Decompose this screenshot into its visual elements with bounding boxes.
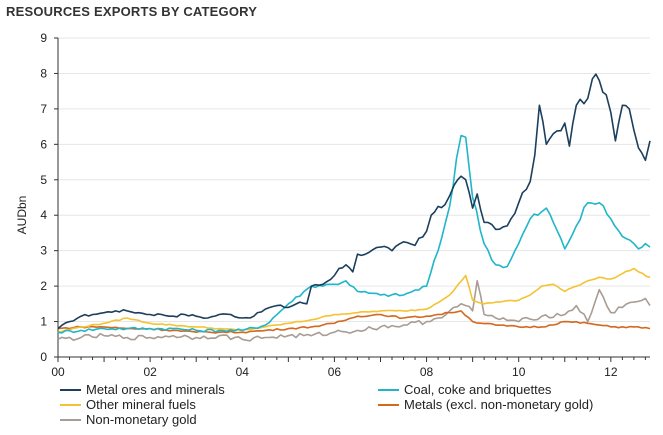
legend-label-other-fuels: Other mineral fuels: [86, 397, 196, 412]
y-tick-label: 3: [40, 244, 47, 258]
legend-label-coal: Coal, coke and briquettes: [404, 382, 552, 397]
x-tick-label: 08: [420, 365, 434, 379]
legend-item-metals: Metals (excl. non-monetary gold): [378, 397, 593, 412]
series-line-metal-ores-and-minerals: [57, 73, 651, 330]
y-tick-label: 2: [40, 279, 47, 293]
y-tick-label: 7: [40, 102, 47, 116]
legend-swatch-gold: [60, 418, 81, 421]
series-lines: [57, 73, 651, 342]
y-tick-label: 5: [40, 173, 47, 187]
x-tick-label: 04: [236, 365, 250, 379]
x-tick-label: 02: [143, 365, 157, 379]
legend-label-metals: Metals (excl. non-monetary gold): [404, 397, 594, 412]
x-tick-label: 10: [512, 365, 526, 379]
y-tick-label: 6: [40, 137, 47, 151]
series-line-non-monetary-gold: [57, 280, 651, 342]
y-tick-label: 4: [40, 208, 47, 222]
legend-item-gold: Non-monetary gold: [60, 412, 197, 427]
legend-item-metal-ores: Metal ores and minerals: [60, 382, 225, 397]
legend-item-other-fuels: Other mineral fuels: [60, 397, 196, 412]
legend-swatch-metal-ores: [60, 388, 81, 391]
y-tick-label: 9: [40, 31, 47, 45]
y-tick-label: 0: [40, 350, 47, 364]
x-tick-label: 06: [328, 365, 342, 379]
y-tick-label: 1: [40, 315, 47, 329]
x-tick-label: 12: [604, 365, 618, 379]
legend: Metal ores and minerals Coal, coke and b…: [60, 382, 660, 432]
legend-swatch-metals: [378, 403, 399, 406]
grid-group: [58, 37, 650, 323]
chart-title: RESOURCES EXPORTS BY CATEGORY: [6, 4, 258, 19]
x-tick-label: 00: [51, 365, 65, 379]
legend-label-metal-ores: Metal ores and minerals: [86, 382, 225, 397]
legend-item-coal: Coal, coke and briquettes: [378, 382, 551, 397]
series-line-other-mineral-fuels: [57, 267, 651, 333]
legend-swatch-coal: [378, 388, 399, 391]
legend-label-gold: Non-monetary gold: [86, 412, 197, 427]
series-line-coal-coke-and-briquettes: [57, 134, 651, 334]
legend-swatch-other-fuels: [60, 403, 81, 406]
y-tick-label: 8: [40, 66, 47, 80]
y-axis-label: AUDbn: [15, 196, 29, 235]
